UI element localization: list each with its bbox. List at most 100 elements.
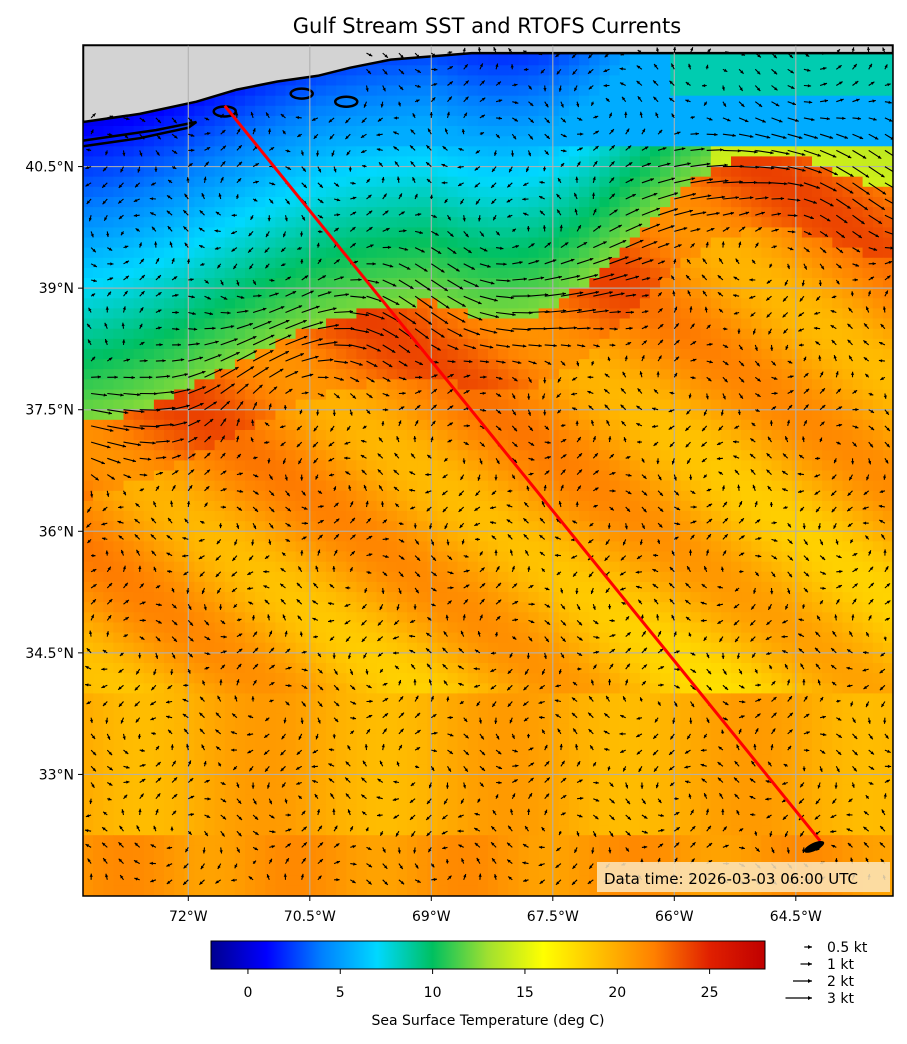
sst-cell xyxy=(376,359,388,370)
sst-cell xyxy=(386,652,398,664)
sst-cell xyxy=(174,430,185,441)
sst-cell xyxy=(366,480,378,492)
sst-cell xyxy=(153,359,165,370)
sst-cell xyxy=(548,65,560,76)
sst-cell xyxy=(731,581,742,593)
sst-cell xyxy=(508,470,519,482)
sst-cell xyxy=(315,622,327,634)
sst-cell xyxy=(812,348,823,360)
sst-cell xyxy=(751,551,762,563)
sst-cell xyxy=(862,318,874,330)
sst-cell xyxy=(579,227,590,239)
sst-cell xyxy=(812,115,823,127)
sst-cell xyxy=(93,298,104,309)
sst-cell xyxy=(417,207,428,218)
sst-cell xyxy=(437,166,449,178)
sst-cell xyxy=(427,430,438,441)
sst-cell xyxy=(366,237,378,249)
sst-cell xyxy=(346,561,357,573)
sst-cell xyxy=(143,663,155,674)
sst-cell xyxy=(336,571,347,583)
sst-cell xyxy=(356,85,368,97)
sst-cell xyxy=(457,348,469,360)
sst-cell xyxy=(386,176,398,188)
sst-cell xyxy=(174,328,185,340)
sst-cell xyxy=(113,237,125,249)
sst-cell xyxy=(407,105,418,117)
sst-cell xyxy=(174,166,185,178)
sst-cell xyxy=(538,622,550,634)
sst-cell xyxy=(93,470,104,482)
sst-cell xyxy=(275,379,287,390)
sst-cell xyxy=(83,440,94,451)
sst-cell xyxy=(93,186,104,198)
sst-cell xyxy=(265,186,276,198)
sst-cell xyxy=(518,156,530,168)
sst-cell xyxy=(619,541,631,553)
sst-cell xyxy=(346,642,357,654)
sst-cell xyxy=(467,207,479,218)
sst-cell xyxy=(315,581,327,593)
sst-cell xyxy=(265,500,276,512)
sst-cell xyxy=(417,490,428,502)
sst-cell xyxy=(538,146,550,157)
sst-cell xyxy=(336,278,347,289)
sst-cell xyxy=(660,156,671,168)
sst-cell xyxy=(214,581,226,593)
sst-cell xyxy=(680,409,692,421)
sst-cell xyxy=(437,430,449,441)
sst-cell xyxy=(214,592,226,603)
sst-cell xyxy=(801,430,813,441)
sst-cell xyxy=(437,521,449,532)
sst-cell xyxy=(650,217,661,228)
sst-cell xyxy=(751,480,762,492)
sst-cell xyxy=(417,612,428,623)
sst-cell xyxy=(255,308,266,320)
sst-cell xyxy=(346,581,357,593)
sst-cell xyxy=(477,581,489,593)
sst-cell xyxy=(650,267,661,279)
sst-cell xyxy=(639,419,651,431)
sst-cell xyxy=(498,227,509,239)
sst-cell xyxy=(872,136,884,147)
sst-cell xyxy=(143,176,155,188)
sst-cell xyxy=(164,247,175,259)
sst-cell xyxy=(619,359,631,370)
sst-cell xyxy=(336,85,347,97)
sst-cell xyxy=(376,450,388,461)
sst-cell xyxy=(366,328,378,340)
sst-cell xyxy=(164,156,175,168)
sst-cell xyxy=(447,642,459,654)
sst-cell xyxy=(346,227,357,239)
sst-cell xyxy=(113,409,125,421)
sst-cell xyxy=(882,288,893,299)
sst-cell xyxy=(174,460,185,472)
sst-cell xyxy=(184,217,195,228)
sst-cell xyxy=(761,207,773,218)
sst-cell xyxy=(245,227,256,239)
sst-cell xyxy=(579,440,590,451)
sst-cell xyxy=(832,409,843,421)
sst-cell xyxy=(538,409,550,421)
sst-cell xyxy=(93,267,104,279)
sst-cell xyxy=(528,338,540,350)
sst-cell xyxy=(872,176,884,188)
sst-cell xyxy=(93,328,104,340)
sst-cell xyxy=(680,450,692,461)
sst-cell xyxy=(204,237,216,249)
sst-cell xyxy=(295,328,307,340)
sst-cell xyxy=(245,359,256,370)
sst-cell xyxy=(741,531,752,542)
sst-cell xyxy=(599,642,611,654)
sst-cell xyxy=(609,440,621,451)
sst-cell xyxy=(498,561,509,573)
sst-cell xyxy=(265,318,276,330)
sst-cell xyxy=(407,602,418,613)
sst-cell xyxy=(569,227,580,239)
sst-cell xyxy=(174,581,185,593)
sst-cell xyxy=(862,176,874,188)
sst-cell xyxy=(801,399,813,411)
sst-cell xyxy=(791,632,803,644)
sst-cell xyxy=(153,348,165,360)
sst-cell xyxy=(548,257,560,269)
